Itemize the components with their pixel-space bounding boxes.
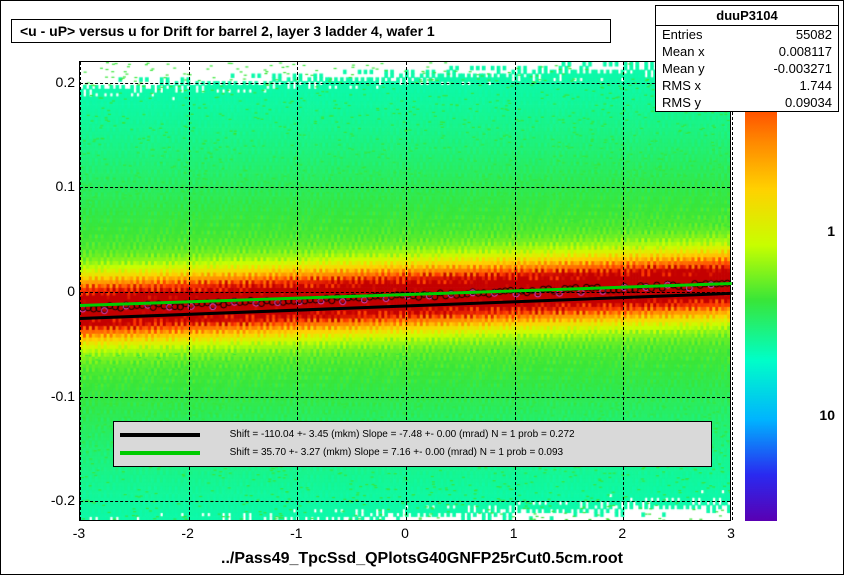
stats-label: RMS x — [662, 78, 701, 93]
y-tick-label: -0.2 — [51, 492, 75, 508]
x-tick-label: 2 — [618, 525, 626, 541]
stats-row: Mean x 0.008117 — [656, 43, 838, 60]
y-axis-tick-labels: -0.2 -0.1 0 0.1 0.2 — [1, 61, 79, 521]
x-tick-label: -2 — [181, 525, 193, 541]
stats-value: -0.003271 — [773, 61, 832, 76]
plot-title-box: <u - uP> versus u for Drift for barrel 2… — [11, 19, 611, 43]
grid-line — [80, 83, 730, 84]
x-tick-label: -1 — [290, 525, 302, 541]
stats-rows: Entries 55082 Mean x 0.008117 Mean y -0.00327… — [656, 26, 838, 111]
stats-value: 0.008117 — [779, 44, 832, 59]
legend-swatch — [120, 433, 200, 437]
stats-label: Mean x — [662, 44, 705, 59]
stats-value: 1.744 — [799, 78, 832, 93]
stats-value: 55082 — [796, 27, 832, 42]
stats-title: duuP3104 — [656, 6, 838, 26]
stats-row: RMS x 1.744 — [656, 77, 838, 94]
grid-line — [80, 62, 81, 520]
stats-box: duuP3104 Entries55082Mean x0.008117Mean … — [655, 5, 839, 112]
grid-line — [80, 501, 730, 502]
y-tick-label: 0.2 — [56, 74, 75, 90]
fit-legend-box: Shift = -110.04 +- 3.45 (mkm) Slope = -7… — [113, 421, 713, 467]
colorbar-tick-label: 1 — [827, 223, 835, 239]
grid-line — [80, 187, 730, 188]
plot-area: Shift = -110.04 +- 3.45 (mkm) Slope = -7… — [79, 61, 731, 521]
colorbar-gradient — [745, 61, 777, 521]
x-tick-label: 1 — [510, 525, 518, 541]
x-axis-tick-labels: -3-2-10123 — [79, 523, 731, 543]
x-tick-label: 3 — [727, 525, 735, 541]
y-tick-label: 0.1 — [56, 178, 75, 194]
plot-title-text: <u - uP> versus u for Drift for barrel 2… — [20, 23, 435, 39]
stats-row: Mean y -0.003271 — [656, 60, 838, 77]
legend-text: Shift = -110.04 +- 3.45 (mkm) Slope = -7… — [230, 429, 575, 440]
y-tick-label: -0.1 — [51, 388, 75, 404]
legend-row: Shift = 35.70 +- 3.27 (mkm) Slope = 7.16… — [120, 444, 706, 462]
stats-row: Entries 55082 — [656, 26, 838, 43]
stats-label: Mean y — [662, 61, 705, 76]
stats-label: RMS y — [662, 95, 701, 110]
legend-text: Shift = 35.70 +- 3.27 (mkm) Slope = 7.16… — [230, 447, 564, 458]
stats-value: 0.09034 — [785, 95, 832, 110]
grid-line — [732, 62, 733, 520]
legend-swatch — [120, 451, 200, 455]
colorbar — [745, 61, 777, 521]
y-tick-label: 0 — [67, 283, 75, 299]
colorbar-tick-label: 10 — [819, 407, 835, 423]
legend-row: Shift = -110.04 +- 3.45 (mkm) Slope = -7… — [120, 426, 706, 444]
x-tick-label: 0 — [401, 525, 409, 541]
grid-line — [80, 397, 730, 398]
footer-filename: ../Pass49_TpcSsd_QPlotsG40GNFP25rCut0.5c… — [221, 550, 623, 568]
stats-row: RMS y 0.09034 — [656, 94, 838, 111]
x-tick-label: -3 — [73, 525, 85, 541]
stats-label: Entries — [662, 27, 702, 42]
